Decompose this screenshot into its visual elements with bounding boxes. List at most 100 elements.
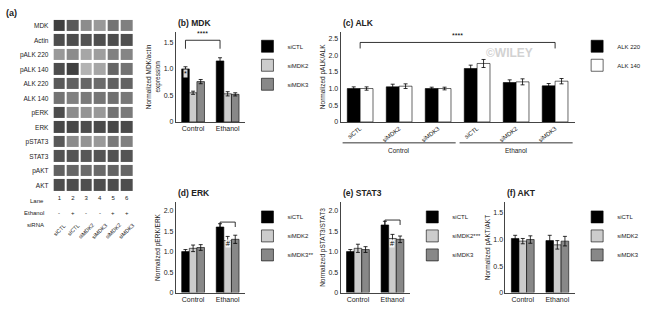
svg-text:siRNA: siRNA: [27, 222, 44, 228]
svg-text:Control: Control: [182, 296, 205, 303]
svg-text:siMDK3**: siMDK3**: [287, 252, 313, 258]
svg-text:siCTL: siCTL: [66, 222, 80, 236]
svg-text:2.5: 2.5: [329, 35, 339, 42]
svg-text:Ethanol: Ethanol: [216, 296, 240, 303]
svg-text:-: -: [58, 210, 60, 216]
svg-text:2.0: 2.0: [329, 207, 339, 214]
svg-text:siMDK2: siMDK2: [104, 222, 122, 240]
svg-text:ERK: ERK: [35, 124, 49, 131]
svg-text:****: ****: [197, 30, 208, 37]
svg-text:2: 2: [71, 195, 75, 201]
svg-text:1.0: 1.0: [329, 85, 339, 92]
svg-text:siMDK2: siMDK2: [498, 125, 519, 143]
svg-text:MDK: MDK: [34, 22, 49, 29]
svg-text:siMDK2: siMDK2: [287, 233, 309, 239]
svg-text:+: +: [111, 210, 115, 216]
svg-text:0.5: 0.5: [329, 269, 339, 276]
svg-text:-: -: [99, 210, 101, 216]
svg-text:1.5: 1.5: [164, 228, 174, 235]
svg-text:siMDK2: siMDK2: [617, 233, 639, 239]
svg-text:2.0: 2.0: [329, 52, 339, 59]
svg-text:ALK 220: ALK 220: [24, 80, 49, 87]
svg-text:pERK: pERK: [31, 109, 49, 117]
svg-text:(d) ERK: (d) ERK: [178, 188, 210, 198]
svg-text:(b) MDK: (b) MDK: [178, 18, 211, 28]
svg-text:+: +: [125, 210, 129, 216]
svg-text:2.0: 2.0: [164, 207, 174, 214]
svg-text:siCTL: siCTL: [464, 125, 481, 140]
svg-text:(c) ALK: (c) ALK: [343, 18, 374, 28]
svg-text:AKT: AKT: [36, 182, 49, 189]
svg-text:#: #: [390, 240, 394, 247]
svg-text:Ethanol: Ethanol: [216, 125, 240, 132]
svg-text:siMDK3: siMDK3: [420, 125, 441, 143]
svg-text:Control: Control: [347, 296, 370, 303]
svg-text:(e) STAT3: (e) STAT3: [343, 188, 382, 198]
svg-text:Normalized MDK/actinexpression: Normalized MDK/actinexpression: [145, 44, 161, 109]
svg-text:STAT3: STAT3: [29, 153, 49, 160]
svg-text:0.5: 0.5: [493, 263, 503, 270]
svg-text:0.5: 0.5: [164, 92, 174, 99]
svg-text:Control: Control: [511, 296, 534, 303]
svg-text:1.5: 1.5: [329, 228, 339, 235]
svg-text:Control: Control: [182, 125, 205, 132]
svg-text:5: 5: [111, 195, 115, 201]
svg-text:****: ****: [452, 32, 463, 39]
svg-text:siMDK3: siMDK3: [617, 252, 639, 258]
svg-text:1.5: 1.5: [329, 68, 339, 75]
svg-text:Ethanol: Ethanol: [24, 210, 44, 216]
svg-text:3: 3: [85, 195, 89, 201]
svg-text:1.5: 1.5: [164, 39, 174, 46]
svg-text:siMDK2: siMDK2: [77, 222, 95, 240]
svg-text:pALK 140: pALK 140: [20, 66, 49, 74]
svg-text:1: 1: [58, 195, 62, 201]
svg-text:siMDK3: siMDK3: [117, 222, 135, 240]
svg-text:pSTAT3: pSTAT3: [26, 138, 49, 146]
svg-text:siCTL: siCTL: [617, 214, 633, 220]
svg-text:Normalized pAKT/AKT: Normalized pAKT/AKT: [484, 215, 492, 280]
svg-text:(f) AKT: (f) AKT: [507, 188, 536, 198]
svg-text:siCTL: siCTL: [287, 214, 303, 220]
svg-text:0: 0: [334, 289, 338, 296]
svg-text:Ethanol: Ethanol: [505, 147, 528, 154]
svg-text:+: +: [71, 210, 75, 216]
svg-text:siMDK3: siMDK3: [287, 82, 309, 88]
svg-text:1.0: 1.0: [329, 248, 339, 255]
svg-text:ALK 220: ALK 220: [617, 44, 641, 50]
svg-text:0: 0: [334, 118, 338, 125]
svg-text:siMDK2: siMDK2: [381, 125, 402, 143]
svg-text:siMDK3: siMDK3: [90, 222, 108, 240]
svg-text:Normalized pSTAT3/STAT3: Normalized pSTAT3/STAT3: [319, 208, 327, 287]
svg-text:1.0: 1.0: [164, 65, 174, 72]
svg-text:siMDK2: siMDK2: [287, 63, 309, 69]
svg-text:siCTL: siCTL: [52, 223, 66, 237]
svg-text:1.0: 1.0: [164, 248, 174, 255]
svg-text:Control: Control: [388, 147, 410, 154]
svg-text:siCTL: siCTL: [347, 125, 364, 140]
svg-text:Normalized pERK/ERK: Normalized pERK/ERK: [154, 213, 162, 280]
svg-text:Actin: Actin: [34, 37, 49, 44]
svg-text:siMDK3: siMDK3: [537, 125, 558, 143]
svg-text:0: 0: [170, 289, 174, 296]
svg-text:1.0: 1.0: [493, 236, 503, 243]
svg-text:pALK 220: pALK 220: [20, 51, 49, 59]
svg-text:#: #: [226, 240, 230, 247]
svg-text:1.5: 1.5: [493, 209, 503, 216]
svg-text:0: 0: [170, 118, 174, 125]
svg-text:0.5: 0.5: [164, 269, 174, 276]
svg-text:-: -: [85, 210, 87, 216]
svg-text:*: *: [184, 70, 187, 77]
svg-text:Ethanol: Ethanol: [381, 296, 405, 303]
svg-text:©WILEY: ©WILEY: [486, 46, 533, 60]
svg-text:siCTL: siCTL: [287, 44, 303, 50]
svg-text:Lane: Lane: [30, 198, 44, 204]
svg-text:ALK 140: ALK 140: [24, 95, 49, 102]
svg-text:siMDK3: siMDK3: [452, 252, 474, 258]
svg-text:siMDK2***: siMDK2***: [452, 233, 481, 239]
svg-text:Ethanol: Ethanol: [545, 296, 569, 303]
svg-text:0.5: 0.5: [329, 102, 339, 109]
svg-text:(a): (a): [6, 8, 17, 18]
svg-text:6: 6: [125, 195, 129, 201]
svg-text:siCTL: siCTL: [452, 214, 468, 220]
svg-text:Normalized pALK/ALK: Normalized pALK/ALK: [319, 44, 327, 109]
